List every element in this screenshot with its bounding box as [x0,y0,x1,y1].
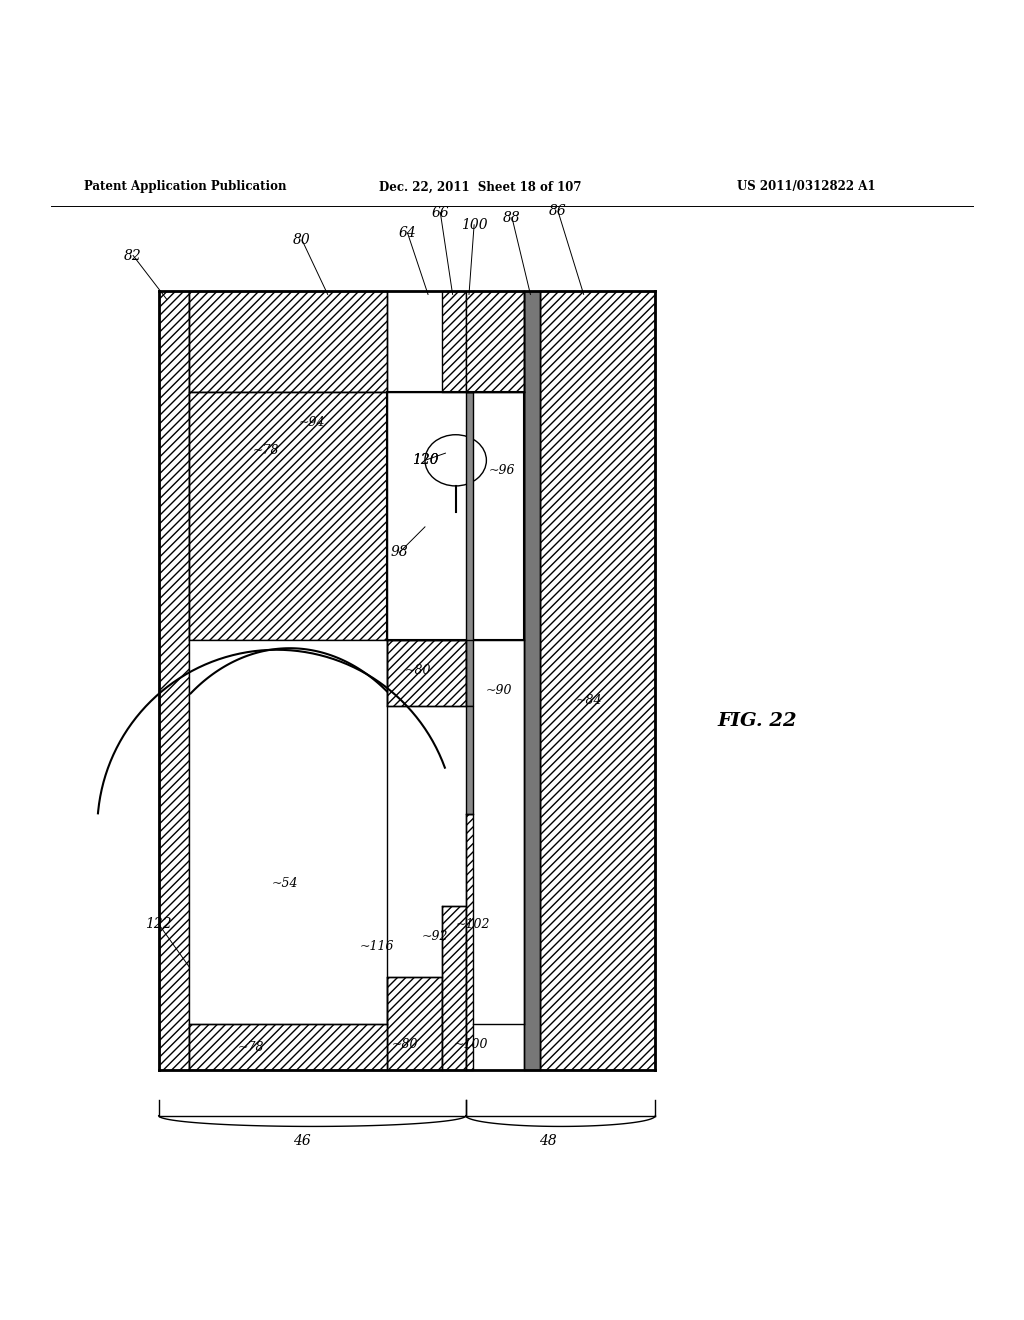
Text: US 2011/0312822 A1: US 2011/0312822 A1 [737,181,876,194]
Bar [189,639,387,1023]
Text: 64: 64 [398,226,417,240]
Bar [189,292,387,392]
Bar [466,706,473,813]
Text: 88: 88 [503,211,521,224]
Text: 120: 120 [412,453,438,467]
Text: ~78: ~78 [238,1040,264,1053]
Bar [473,392,524,1023]
Text: ~90: ~90 [485,684,512,697]
Text: ~80: ~80 [391,1038,418,1051]
Text: 82: 82 [124,248,142,263]
Text: 80: 80 [293,234,311,247]
Text: ~92: ~92 [422,931,449,942]
Text: Dec. 22, 2011  Sheet 18 of 107: Dec. 22, 2011 Sheet 18 of 107 [379,181,582,194]
Bar [159,292,189,1069]
Text: 46: 46 [293,1134,311,1148]
Text: Patent Application Publication: Patent Application Publication [84,181,287,194]
Bar [442,292,466,392]
Text: FIG. 22: FIG. 22 [718,713,798,730]
Bar [387,392,524,639]
Text: 100: 100 [461,218,487,232]
Ellipse shape [425,434,486,486]
Bar [442,906,466,1069]
Bar [189,392,387,639]
Text: 120: 120 [412,453,438,467]
Bar [466,292,524,392]
Text: ~80: ~80 [404,664,431,677]
Text: ~116: ~116 [359,940,394,953]
Text: ~54: ~54 [271,876,298,890]
Text: 86: 86 [549,205,567,219]
Text: ~102: ~102 [456,917,490,931]
Text: 66: 66 [431,206,450,219]
Text: ~78: ~78 [253,444,280,457]
Bar [524,292,540,1069]
Bar [387,639,466,706]
Text: ~84: ~84 [575,694,602,708]
Bar [466,813,473,1069]
Text: ~94: ~94 [299,416,326,429]
Text: ~96: ~96 [488,465,515,477]
Text: 48: 48 [539,1134,557,1148]
Text: 98: 98 [390,545,409,560]
Bar [387,977,442,1069]
Text: ~100: ~100 [454,1038,488,1051]
Bar [466,392,473,706]
Bar [473,706,524,1023]
Text: 122: 122 [145,917,172,931]
Bar [189,1023,387,1069]
Bar [540,292,655,1069]
